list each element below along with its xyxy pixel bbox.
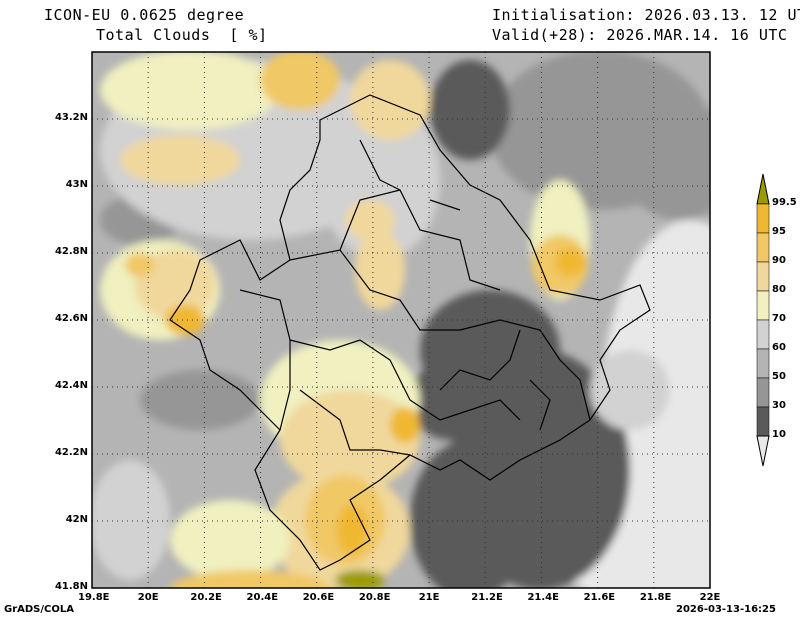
lon-tick-label: 20.2E [190,592,222,603]
cloud-region [337,505,367,555]
cloud-region [350,60,430,140]
gridlines [92,52,710,588]
lon-tick-label: 21.8E [639,592,672,603]
colorbar-segment [756,232,770,263]
valid-time: Valid(+28): 2026.MAR.14. 16 UTC [492,26,788,44]
cloud-region [260,52,340,110]
colorbar-segment [756,290,770,321]
lat-tick-label: 43.2N [54,112,88,123]
lon-tick-label: 20E [137,592,159,603]
cloud-region [390,407,420,443]
cloud-region [355,230,405,310]
colorbar-label: 30 [772,400,786,411]
footer-timestamp: 2026-03-13-16:25 [676,604,776,615]
lat-tick-label: 43N [65,179,88,190]
model-title: ICON-EU 0.0625 degree [44,6,245,24]
cloud-region [140,370,260,430]
colorbar-label: 95 [772,226,786,237]
init-time: Initialisation: 2026.03.13. 12 UTC [492,6,800,24]
colorbar-label: 50 [772,371,786,382]
lon-tick-label: 21E [418,592,440,603]
colorbar-label: 70 [772,313,786,324]
colorbar-label: 99.5 [772,197,797,208]
cloud-region [345,200,395,240]
lon-tick-label: 19.8E [78,592,110,603]
cloud-region [335,570,385,588]
lon-tick-label: 22E [699,592,721,603]
lon-tick-label: 21.2E [471,592,503,603]
admin-borders [169,94,651,571]
cloud-region [620,100,710,220]
colorbar [756,173,770,467]
cloud-region [410,360,490,440]
cloud-region [170,500,290,580]
cloud-region [170,570,330,588]
colorbar-bottom-arrow [756,435,770,467]
map-frame [91,51,711,589]
colorbar-segment [756,406,770,437]
colorbar-segment [756,319,770,350]
lon-tick-label: 20.6E [302,592,335,603]
cloud-region [430,60,510,160]
cloud-region [590,350,670,430]
lon-tick-label: 20.4E [246,592,279,603]
colorbar-label: 60 [772,342,786,353]
cloud-region [555,248,585,276]
lat-tick-label: 42.8N [54,246,88,257]
lon-tick-label: 21.4E [527,592,559,603]
colorbar-label: 80 [772,284,786,295]
lat-tick-label: 42.4N [54,380,88,391]
lat-tick-label: 42.6N [54,313,88,324]
cloud-region [120,135,240,185]
lon-tick-label: 20.8E [358,592,391,603]
colorbar-segment [756,348,770,379]
colorbar-segment [756,203,770,234]
cloud-region [125,253,155,277]
lon-tick-label: 21.6E [583,592,616,603]
lat-tick-label: 42.2N [54,447,88,458]
cloud-region [92,460,170,580]
cloud-region [135,250,215,320]
lat-tick-label: 41.8N [54,581,88,592]
footer-software: GrADS/COLA [4,604,74,615]
colorbar-segment [756,261,770,292]
colorbar-segment [756,377,770,408]
variable-title: Total Clouds [ %] [96,26,268,44]
colorbar-top-arrow [756,173,770,205]
lat-tick-label: 42N [65,514,88,525]
cloud-region [280,390,420,490]
cloud-field [92,52,710,588]
colorbar-label: 10 [772,429,786,440]
colorbar-label: 90 [772,255,786,266]
cloud-region [410,440,530,588]
cloud-region [100,52,280,130]
